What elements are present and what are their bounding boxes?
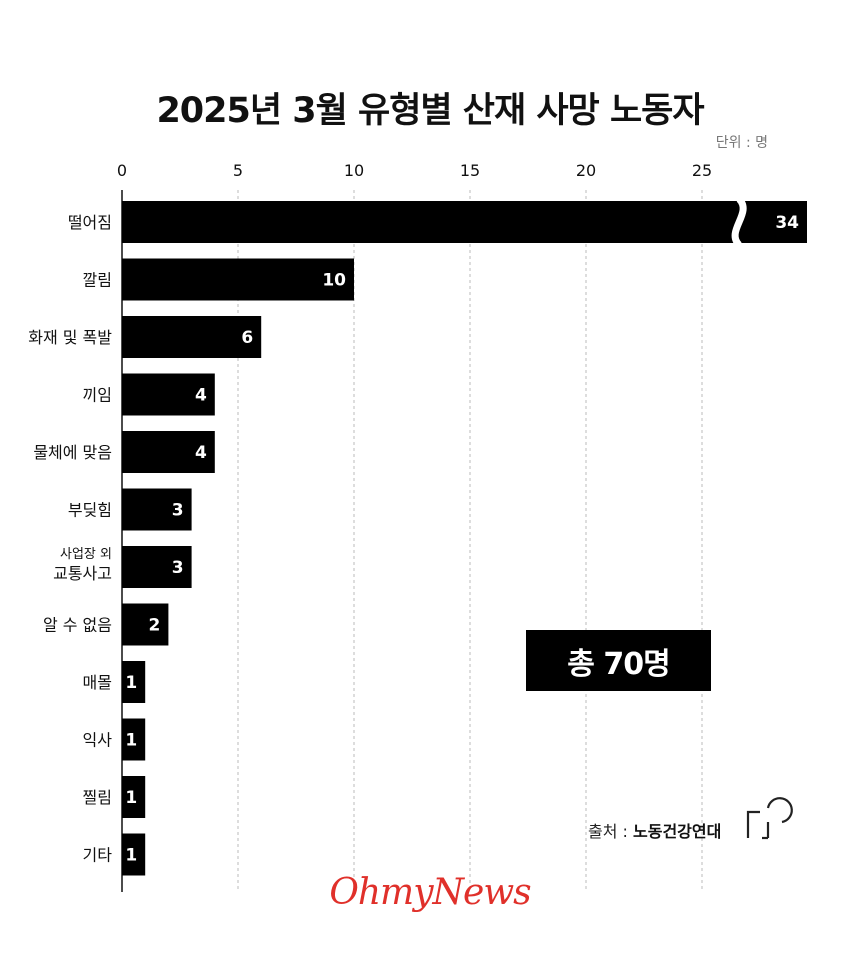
bar — [122, 776, 146, 818]
category-label: 교통사고 — [53, 564, 112, 583]
x-tick-label: 15 — [460, 161, 480, 180]
bar-value-label: 1 — [125, 731, 137, 751]
x-tick-label: 25 — [692, 161, 712, 180]
category-label: 알 수 없음 — [43, 616, 112, 635]
bar-value-label: 3 — [172, 558, 184, 578]
category-label: 깔림 — [83, 271, 112, 290]
bar-value-label: 1 — [125, 788, 137, 808]
brand-logo: OhmyNews — [329, 872, 531, 913]
x-tick-label: 10 — [344, 161, 364, 180]
bar — [122, 373, 215, 416]
bar-value-label: 1 — [125, 673, 137, 693]
chart-title: 2025년 3월 유형별 산재 사망 노동자 — [156, 91, 704, 131]
bar-value-label: 4 — [195, 443, 207, 463]
bar-value-label: 34 — [775, 213, 799, 233]
bar-value-label: 1 — [125, 846, 137, 866]
total-badge: 총 70명 — [526, 630, 711, 691]
category-label: 물체에 맞음 — [33, 443, 112, 462]
bar-value-label: 4 — [195, 386, 207, 406]
x-tick-label: 0 — [117, 161, 127, 180]
category-label: 끼임 — [83, 386, 112, 405]
org-logo-icon — [746, 797, 793, 840]
category-label: 화재 및 폭발 — [28, 328, 112, 347]
bar — [122, 718, 146, 761]
bar — [122, 661, 146, 703]
bar — [122, 833, 146, 876]
category-label: 익사 — [83, 731, 113, 750]
category-label: 사업장 외 — [60, 547, 112, 562]
x-tick-label: 5 — [233, 161, 243, 180]
x-tick-label: 20 — [576, 161, 596, 180]
axis-break-mark — [731, 196, 747, 248]
bar-value-label: 3 — [172, 501, 184, 521]
category-label: 찔림 — [83, 788, 112, 807]
category-label: 떨어짐 — [68, 213, 112, 232]
bar-value-label: 2 — [149, 616, 161, 636]
unit-label: 단위 : 명 — [715, 135, 768, 151]
bar-value-label: 6 — [241, 328, 253, 348]
category-label: 매몰 — [83, 673, 112, 692]
bar — [122, 431, 215, 473]
bar — [122, 316, 262, 358]
bar — [122, 546, 192, 588]
category-label: 부딪힘 — [68, 501, 112, 520]
source-name: 노동건강연대 — [633, 822, 722, 841]
bar — [122, 201, 807, 243]
category-label: 기타 — [83, 846, 113, 865]
bar — [122, 258, 354, 301]
bar — [122, 603, 169, 646]
source-prefix: 출처 : — [588, 822, 634, 841]
source-credit: 출처 : 노동건강연대 — [588, 818, 721, 842]
bar — [122, 488, 192, 531]
bar-value-label: 10 — [322, 271, 346, 291]
